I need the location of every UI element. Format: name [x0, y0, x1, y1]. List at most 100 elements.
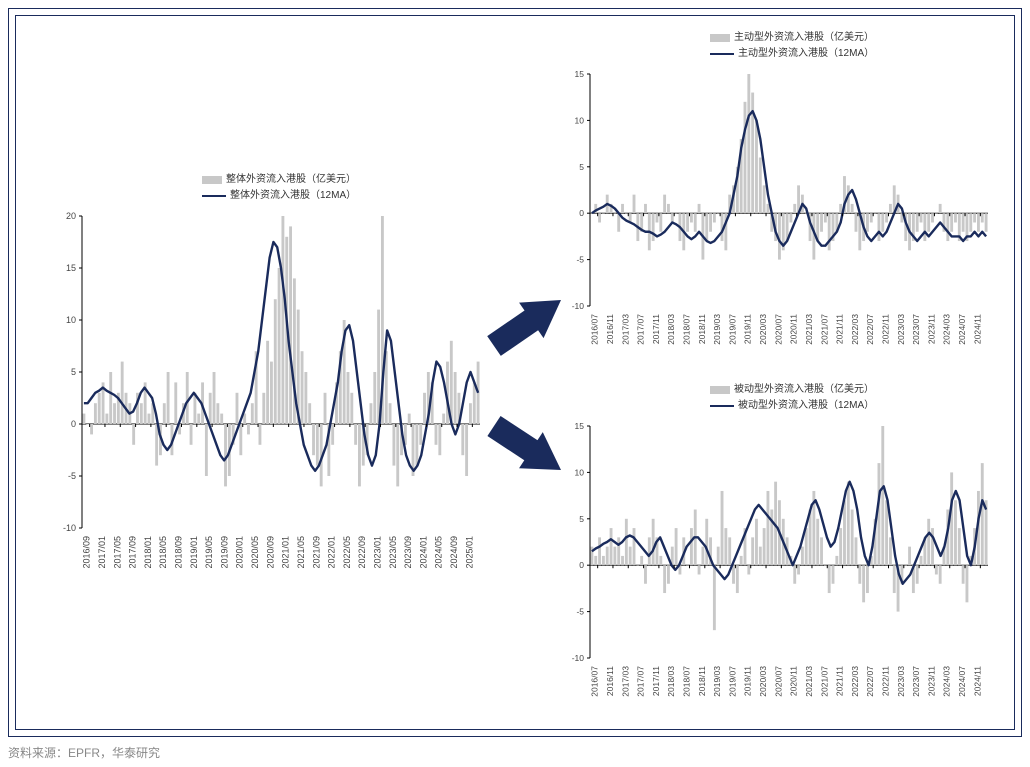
svg-text:2022/05: 2022/05 [342, 536, 352, 569]
svg-text:5: 5 [71, 367, 76, 377]
chart-active: -10-50510152016/072016/112017/032017/072… [556, 64, 996, 364]
svg-text:-10: -10 [572, 301, 585, 311]
svg-text:2019/03: 2019/03 [712, 666, 722, 697]
swatch-bar-icon [710, 34, 730, 42]
svg-text:2020/09: 2020/09 [265, 536, 275, 569]
svg-text:2018/05: 2018/05 [158, 536, 168, 569]
arrow-to-passive [16, 16, 17, 17]
svg-text:2017/11: 2017/11 [651, 666, 661, 696]
svg-text:2023/11: 2023/11 [926, 314, 936, 344]
svg-text:2023/11: 2023/11 [926, 666, 936, 696]
svg-text:-10: -10 [572, 653, 585, 663]
svg-text:-5: -5 [68, 471, 76, 481]
svg-text:2024/07: 2024/07 [957, 314, 967, 345]
svg-text:2021/03: 2021/03 [804, 314, 814, 345]
svg-text:2022/07: 2022/07 [865, 314, 875, 345]
svg-text:2021/05: 2021/05 [296, 536, 306, 569]
svg-text:2019/05: 2019/05 [204, 536, 214, 569]
svg-text:2019/03: 2019/03 [712, 314, 722, 345]
svg-text:2018/01: 2018/01 [143, 536, 153, 569]
svg-text:2017/03: 2017/03 [620, 314, 630, 345]
svg-text:2016/09: 2016/09 [82, 536, 92, 569]
chart-passive: -10-50510152016/072016/112017/032017/072… [556, 416, 996, 716]
svg-text:2017/01: 2017/01 [97, 536, 107, 569]
svg-text:2021/01: 2021/01 [281, 536, 291, 569]
swatch-line-icon [710, 405, 734, 407]
svg-text:2018/03: 2018/03 [666, 314, 676, 345]
svg-text:2023/07: 2023/07 [911, 314, 921, 345]
svg-text:2022/09: 2022/09 [357, 536, 367, 569]
svg-text:2020/07: 2020/07 [773, 666, 783, 697]
svg-text:2024/11: 2024/11 [972, 314, 982, 344]
swatch-line-icon [710, 53, 734, 55]
svg-text:2018/03: 2018/03 [666, 666, 676, 697]
svg-text:-5: -5 [576, 607, 584, 617]
svg-text:2020/11: 2020/11 [789, 314, 799, 344]
svg-text:2017/11: 2017/11 [651, 314, 661, 344]
svg-text:2020/07: 2020/07 [773, 314, 783, 345]
legend-text: 主动型外资流入港股（亿美元） [734, 30, 874, 46]
svg-text:0: 0 [579, 560, 584, 570]
frame-inner: -10 -5 0 5 10 15 20 2016/09 2017/01 2017/05 2017/0… [15, 15, 1015, 730]
svg-text:2024/07: 2024/07 [957, 666, 967, 697]
svg-text:2025/01: 2025/01 [464, 536, 474, 569]
svg-text:2023/01: 2023/01 [373, 536, 383, 569]
svg-text:2020/01: 2020/01 [235, 536, 245, 569]
svg-text:10: 10 [575, 467, 585, 477]
svg-text:2016/11: 2016/11 [605, 666, 615, 696]
svg-text:2016/07: 2016/07 [590, 314, 600, 345]
svg-text:2022/01: 2022/01 [327, 536, 337, 569]
svg-text:2022/11: 2022/11 [881, 314, 891, 344]
legend-active: 主动型外资流入港股（亿美元） 主动型外资流入港股（12MA） [710, 30, 874, 62]
svg-text:2022/03: 2022/03 [850, 314, 860, 345]
svg-text:2018/07: 2018/07 [682, 314, 692, 345]
svg-text:2021/09: 2021/09 [311, 536, 321, 569]
svg-text:2023/05: 2023/05 [388, 536, 398, 569]
svg-text:2017/03: 2017/03 [620, 666, 630, 697]
svg-text:2019/07: 2019/07 [727, 314, 737, 345]
svg-text:2024/03: 2024/03 [942, 666, 952, 697]
legend-text: 整体外资流入港股（亿美元） [226, 172, 356, 188]
svg-text:15: 15 [575, 69, 585, 79]
svg-text:2022/11: 2022/11 [881, 666, 891, 696]
svg-text:2021/11: 2021/11 [835, 314, 845, 344]
svg-text:2019/09: 2019/09 [219, 536, 229, 569]
svg-text:2023/07: 2023/07 [911, 666, 921, 697]
svg-text:2017/09: 2017/09 [128, 536, 138, 569]
svg-text:2023/03: 2023/03 [896, 666, 906, 697]
svg-text:2024/05: 2024/05 [434, 536, 444, 569]
svg-text:2020/03: 2020/03 [758, 666, 768, 697]
legend-text: 主动型外资流入港股（12MA） [738, 46, 874, 62]
svg-text:2020/05: 2020/05 [250, 536, 260, 569]
svg-text:2018/11: 2018/11 [697, 314, 707, 344]
legend-text: 被动型外资流入港股（12MA） [738, 398, 874, 414]
svg-text:10: 10 [575, 115, 585, 125]
frame-outer: -10 -5 0 5 10 15 20 2016/09 2017/01 2017/05 2017/0… [8, 8, 1022, 737]
svg-text:20: 20 [66, 211, 76, 221]
legend-text: 整体外资流入港股（12MA） [230, 188, 356, 204]
svg-text:2018/11: 2018/11 [697, 666, 707, 696]
svg-text:2024/09: 2024/09 [449, 536, 459, 569]
legend-passive: 被动型外资流入港股（亿美元） 被动型外资流入港股（12MA） [710, 382, 874, 414]
svg-text:2017/07: 2017/07 [636, 666, 646, 697]
svg-text:2021/11: 2021/11 [835, 666, 845, 696]
svg-text:15: 15 [575, 421, 585, 431]
svg-text:2017/05: 2017/05 [112, 536, 122, 569]
svg-text:2024/11: 2024/11 [972, 666, 982, 696]
swatch-bar-icon [710, 386, 730, 394]
svg-text:2024/03: 2024/03 [942, 314, 952, 345]
svg-text:2022/07: 2022/07 [865, 666, 875, 697]
svg-text:5: 5 [579, 514, 584, 524]
svg-text:-5: -5 [576, 255, 584, 265]
svg-text:-10: -10 [63, 523, 76, 533]
svg-text:0: 0 [71, 419, 76, 429]
svg-text:2019/11: 2019/11 [743, 314, 753, 344]
svg-text:2021/03: 2021/03 [804, 666, 814, 697]
svg-text:2021/07: 2021/07 [819, 666, 829, 697]
svg-text:2020/03: 2020/03 [758, 314, 768, 345]
svg-text:2017/07: 2017/07 [636, 314, 646, 345]
svg-text:2023/09: 2023/09 [403, 536, 413, 569]
svg-text:2024/01: 2024/01 [418, 536, 428, 569]
svg-text:2016/11: 2016/11 [605, 314, 615, 344]
svg-text:2022/03: 2022/03 [850, 666, 860, 697]
